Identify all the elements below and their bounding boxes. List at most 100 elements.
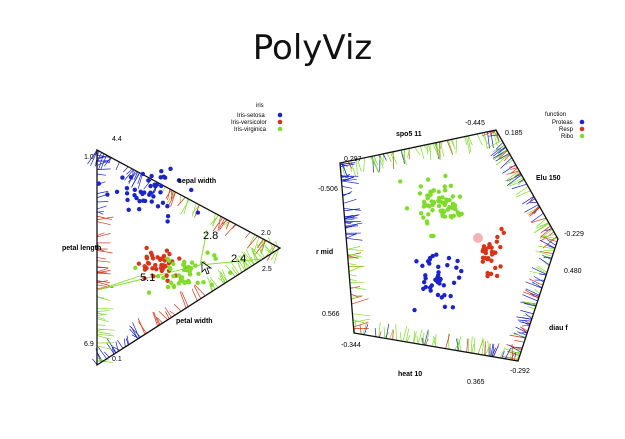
rug-mark bbox=[536, 222, 549, 229]
rug-mark bbox=[251, 247, 264, 259]
data-point-setosa bbox=[155, 204, 161, 209]
rug-mark bbox=[486, 140, 503, 149]
data-point-ribo bbox=[418, 210, 424, 216]
rug-mark bbox=[501, 351, 505, 359]
data-point-ribo bbox=[457, 194, 463, 199]
rug-mark bbox=[96, 154, 110, 158]
rug-mark bbox=[513, 351, 518, 361]
rug-mark bbox=[473, 337, 476, 354]
rug-mark bbox=[539, 250, 554, 254]
data-point-virginica bbox=[171, 261, 176, 267]
rug-mark bbox=[349, 279, 357, 282]
rug-mark bbox=[167, 188, 171, 201]
rug-mark bbox=[535, 250, 553, 257]
data-point-virginica bbox=[161, 275, 166, 280]
data-point-virginica bbox=[146, 290, 152, 295]
rug-mark bbox=[424, 329, 429, 346]
data-point-versicolor bbox=[164, 273, 169, 278]
data-point-versicolor bbox=[167, 251, 172, 257]
rug-mark bbox=[392, 330, 394, 340]
rug-mark bbox=[533, 222, 549, 234]
rug-mark bbox=[516, 316, 532, 320]
rug-mark bbox=[458, 339, 462, 352]
annotation-value: 2.8 bbox=[203, 230, 218, 242]
rug-mark bbox=[433, 336, 436, 348]
rug-mark bbox=[173, 304, 182, 312]
data-point-ribo bbox=[431, 188, 437, 193]
pentagon-frame bbox=[339, 129, 559, 362]
rug-mark bbox=[536, 266, 547, 275]
data-point-resp bbox=[498, 244, 503, 250]
rug-mark bbox=[183, 198, 189, 214]
rug-mark bbox=[505, 170, 520, 182]
rug-mark bbox=[490, 343, 494, 357]
rug-mark bbox=[529, 303, 537, 306]
rug-mark bbox=[382, 153, 387, 161]
data-point-setosa bbox=[132, 192, 137, 198]
rug-mark bbox=[96, 161, 106, 166]
rug-mark bbox=[539, 257, 550, 266]
rug-mark bbox=[112, 346, 121, 351]
rug-mark bbox=[191, 203, 197, 217]
data-point-setosa bbox=[165, 213, 171, 219]
legend-swatch bbox=[579, 126, 585, 132]
rug-mark bbox=[516, 186, 529, 195]
rug-mark bbox=[212, 217, 224, 232]
data-point-ribo bbox=[453, 206, 458, 212]
rug-mark bbox=[525, 313, 533, 320]
rug-mark bbox=[519, 332, 528, 334]
rug-mark bbox=[495, 142, 504, 150]
iris-polyviz-chart: 4.4 2.0 sepal width 2.5 0.1 petal width … bbox=[62, 103, 283, 367]
rug-mark bbox=[536, 265, 548, 273]
rug-mark bbox=[170, 191, 176, 207]
rug-mark bbox=[126, 168, 133, 175]
rug-mark bbox=[525, 288, 540, 296]
rug-mark bbox=[481, 132, 488, 145]
rug-mark bbox=[96, 345, 113, 350]
rug-mark bbox=[540, 225, 551, 234]
rug-mark bbox=[106, 342, 115, 355]
rug-mark bbox=[350, 293, 359, 298]
data-point-virginica bbox=[189, 260, 195, 265]
rug-mark bbox=[521, 324, 530, 327]
rug-mark bbox=[492, 345, 499, 357]
rug-mark bbox=[264, 246, 273, 254]
rug-mark bbox=[236, 257, 246, 271]
data-point-virginica bbox=[213, 256, 218, 261]
rug-mark bbox=[96, 266, 109, 269]
rug-mark bbox=[131, 326, 139, 340]
rug-mark bbox=[96, 271, 106, 274]
rug-mark bbox=[243, 251, 255, 265]
rug-mark bbox=[341, 180, 359, 184]
data-point-virginica bbox=[182, 280, 187, 285]
rug-mark bbox=[374, 155, 376, 163]
legend-title: iris bbox=[256, 103, 264, 109]
rug-mark bbox=[402, 325, 408, 342]
data-point-proteas bbox=[442, 304, 448, 310]
legend-entry-label: Iris-setosa bbox=[237, 113, 265, 119]
rug-mark bbox=[181, 291, 189, 307]
rug-mark bbox=[454, 342, 460, 351]
rug-mark bbox=[240, 254, 247, 270]
rug-mark bbox=[507, 350, 520, 357]
rug-mark bbox=[209, 277, 219, 288]
data-point-resp bbox=[485, 256, 490, 262]
rug-mark bbox=[219, 273, 226, 284]
attachment-line bbox=[199, 229, 208, 266]
data-point-setosa bbox=[149, 199, 154, 204]
data-point-setosa bbox=[168, 166, 173, 172]
data-point-ribo bbox=[430, 207, 435, 213]
rug-mark bbox=[353, 318, 371, 323]
data-point-virginica bbox=[193, 263, 198, 268]
rug-mark bbox=[117, 340, 124, 349]
data-point-virginica bbox=[176, 273, 182, 278]
rug-mark bbox=[517, 331, 527, 336]
rug-mark bbox=[96, 272, 111, 275]
rug-mark bbox=[96, 281, 110, 286]
rug-mark bbox=[137, 173, 142, 184]
data-point-setosa bbox=[125, 197, 130, 203]
rug-mark bbox=[96, 190, 109, 194]
data-point-setosa bbox=[140, 191, 145, 197]
rug-mark bbox=[340, 163, 355, 167]
rug-mark bbox=[439, 141, 443, 150]
